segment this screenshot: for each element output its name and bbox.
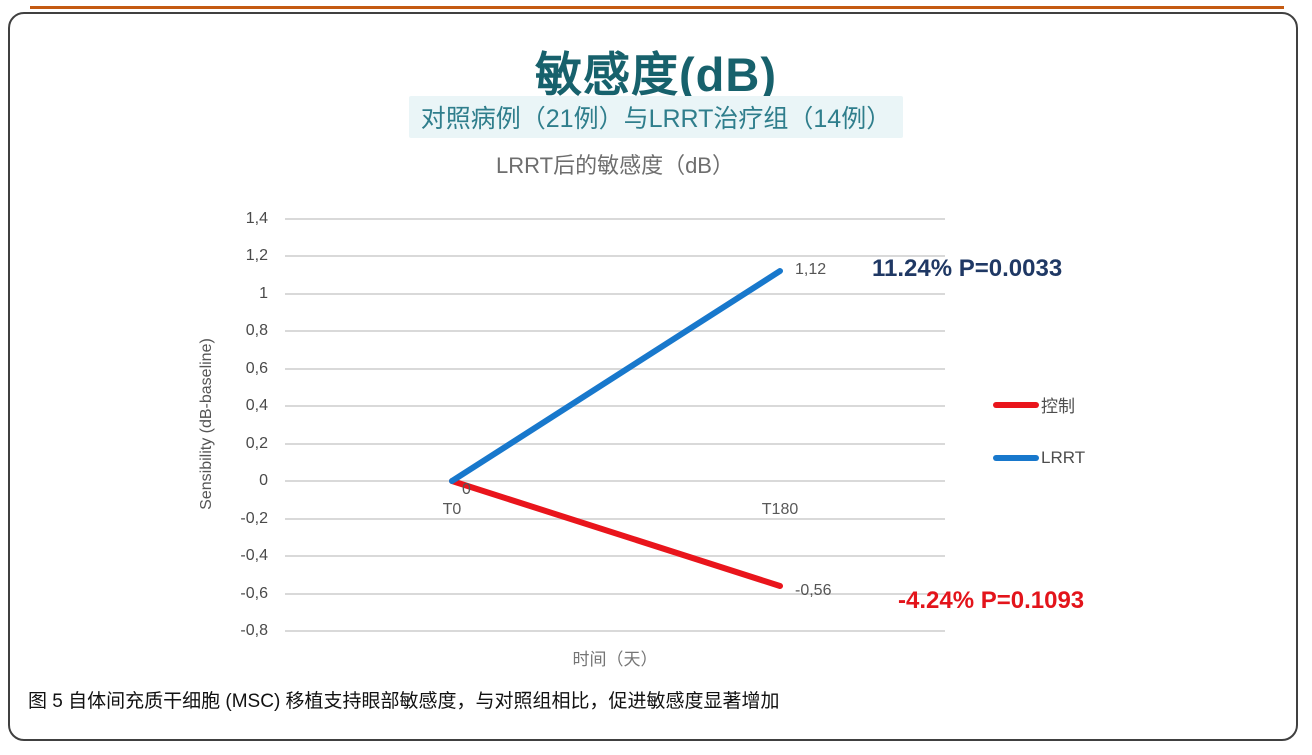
y-tick-label: 0: [259, 472, 268, 489]
y-tick-label: 1,2: [245, 247, 268, 264]
series-line-0: [449, 478, 783, 589]
annotation-lrrt: 11.24% P=0.0033: [872, 255, 1063, 282]
annotation-control: -4.24% P=0.1093: [898, 587, 1085, 614]
gridline: [285, 330, 945, 332]
legend-label-0: 控制: [1041, 397, 1075, 416]
figure-caption: 图 5 自体间充质干细胞 (MSC) 移植支持眼部敏感度，与对照组相比，促进敏感…: [28, 691, 780, 712]
x-axis-title: 时间（天）: [572, 650, 658, 669]
gridline: [285, 480, 945, 482]
x-tick-label: T0: [442, 501, 462, 518]
gridline: [285, 630, 945, 632]
gridline: [285, 255, 945, 257]
legend-swatch-0: [993, 401, 1039, 408]
legend-label-1: LRRT: [1041, 448, 1086, 467]
subtitle-row: 对照病例（21例）与LRRT治疗组（14例）: [0, 96, 1312, 138]
gridline: [285, 405, 945, 407]
y-tick-label: 0,2: [245, 434, 268, 452]
y-tick-label: -0,4: [240, 547, 268, 564]
series-line-1: [449, 268, 783, 484]
gridline: [285, 217, 945, 220]
gridline: [285, 292, 945, 295]
gridline: [285, 367, 945, 370]
y-tick-label: -0,6: [240, 584, 268, 602]
data-label: -0,56: [795, 582, 832, 599]
y-tick-label: 0,8: [245, 322, 268, 339]
gridline: [285, 517, 945, 520]
data-label: 0: [462, 481, 471, 498]
data-label: 1,12: [795, 261, 827, 278]
subtitle: 对照病例（21例）与LRRT治疗组（14例）: [408, 96, 904, 138]
y-tick-label: -0,2: [240, 509, 268, 527]
y-tick-label: 0,6: [245, 359, 268, 377]
gridline: [285, 555, 945, 557]
y-tick-label: -0,8: [240, 622, 268, 639]
gridline: [285, 442, 945, 445]
top-accent-line: [30, 6, 1284, 9]
page-title: 敏感度(dB): [535, 48, 777, 101]
legend-item-0: 控制: [993, 392, 1075, 417]
y-tick-label: 0,4: [245, 397, 268, 414]
legend-swatch-1: [993, 455, 1039, 461]
legend-item-1: LRRT: [993, 448, 1085, 468]
chart-title: LRRT后的敏感度（dB）: [496, 153, 734, 178]
y-tick-label: 1,4: [245, 209, 268, 227]
y-tick-label: 1: [259, 284, 268, 302]
gridline: [285, 592, 945, 595]
x-tick-label: T180: [761, 501, 799, 518]
